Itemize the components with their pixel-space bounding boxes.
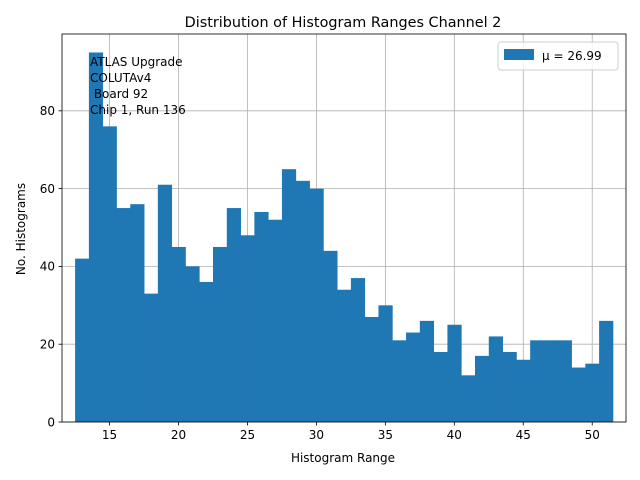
histogram-bar bbox=[571, 367, 586, 422]
histogram-bars bbox=[75, 52, 614, 422]
histogram-bar bbox=[185, 266, 200, 422]
legend-swatch bbox=[504, 49, 534, 60]
histogram-bar bbox=[392, 340, 407, 422]
annotation-line-2: COLUTAv4 bbox=[90, 71, 151, 85]
histogram-bar bbox=[295, 180, 310, 422]
histogram-bar bbox=[144, 293, 159, 422]
chart-title: Distribution of Histogram Ranges Channel… bbox=[185, 15, 502, 31]
histogram-bar bbox=[406, 332, 421, 422]
histogram-bar bbox=[585, 363, 600, 422]
histogram-bar bbox=[337, 289, 352, 422]
x-tick-label: 20 bbox=[171, 428, 186, 442]
x-axis-label: Histogram Range bbox=[291, 451, 395, 465]
histogram-bar bbox=[281, 169, 297, 422]
x-tick-label: 35 bbox=[378, 428, 393, 442]
x-tick-label: 40 bbox=[447, 428, 462, 442]
histogram-bar bbox=[240, 235, 255, 422]
x-tick-label: 45 bbox=[516, 428, 531, 442]
y-tick-label: 20 bbox=[40, 338, 55, 352]
histogram-bar bbox=[378, 305, 393, 422]
y-tick-label: 40 bbox=[40, 260, 55, 274]
histogram-bar bbox=[364, 316, 379, 422]
histogram-bar bbox=[447, 324, 462, 422]
histogram-bar bbox=[309, 188, 324, 422]
histogram-bar bbox=[530, 340, 545, 422]
histogram-bar bbox=[557, 340, 572, 422]
run-annotation: ATLAS Upgrade COLUTAv4 Board 92 Chip 1, … bbox=[90, 55, 186, 117]
histogram-bar bbox=[488, 336, 503, 422]
legend: μ = 26.99 bbox=[497, 41, 619, 71]
x-axis-ticks: 15 20 25 30 35 40 45 50 bbox=[102, 422, 600, 442]
histogram-bar bbox=[516, 359, 531, 422]
histogram-bar bbox=[199, 281, 214, 422]
histogram-bar bbox=[323, 250, 338, 422]
annotation-line-1: ATLAS Upgrade bbox=[90, 55, 183, 69]
y-tick-label: 60 bbox=[40, 182, 55, 196]
histogram-bar bbox=[461, 375, 476, 422]
y-tick-label: 80 bbox=[40, 104, 55, 118]
histogram-bar bbox=[475, 355, 490, 422]
annotation-line-4: Chip 1, Run 136 bbox=[90, 103, 186, 117]
y-tick-label: 0 bbox=[47, 415, 55, 429]
x-tick-label: 15 bbox=[102, 428, 117, 442]
legend-label: μ = 26.99 bbox=[542, 49, 602, 63]
y-axis-ticks: 0 20 40 60 80 bbox=[40, 104, 62, 429]
x-tick-label: 30 bbox=[309, 428, 324, 442]
histogram-bar bbox=[130, 204, 145, 422]
histogram-bar bbox=[502, 351, 517, 422]
histogram-bar bbox=[543, 340, 559, 422]
histogram-bar bbox=[102, 126, 117, 422]
plot-frame bbox=[61, 33, 627, 423]
histogram-bar bbox=[171, 246, 186, 422]
histogram-bar bbox=[226, 208, 241, 422]
histogram-bar bbox=[75, 258, 90, 422]
histogram-bar bbox=[350, 278, 366, 422]
annotation-line-3: Board 92 bbox=[90, 87, 148, 101]
histogram-bar bbox=[419, 320, 435, 422]
histogram-bar bbox=[268, 219, 283, 422]
histogram-bar bbox=[599, 320, 614, 422]
histogram-bar bbox=[157, 184, 173, 422]
histogram-bar bbox=[254, 211, 269, 422]
histogram-bar bbox=[116, 208, 131, 422]
histogram-bar bbox=[433, 351, 448, 422]
histogram-bar bbox=[212, 246, 228, 422]
x-tick-label: 50 bbox=[585, 428, 600, 442]
histogram-bar bbox=[88, 52, 104, 422]
y-axis-label: No. Histograms bbox=[14, 183, 28, 275]
x-tick-label: 25 bbox=[240, 428, 255, 442]
